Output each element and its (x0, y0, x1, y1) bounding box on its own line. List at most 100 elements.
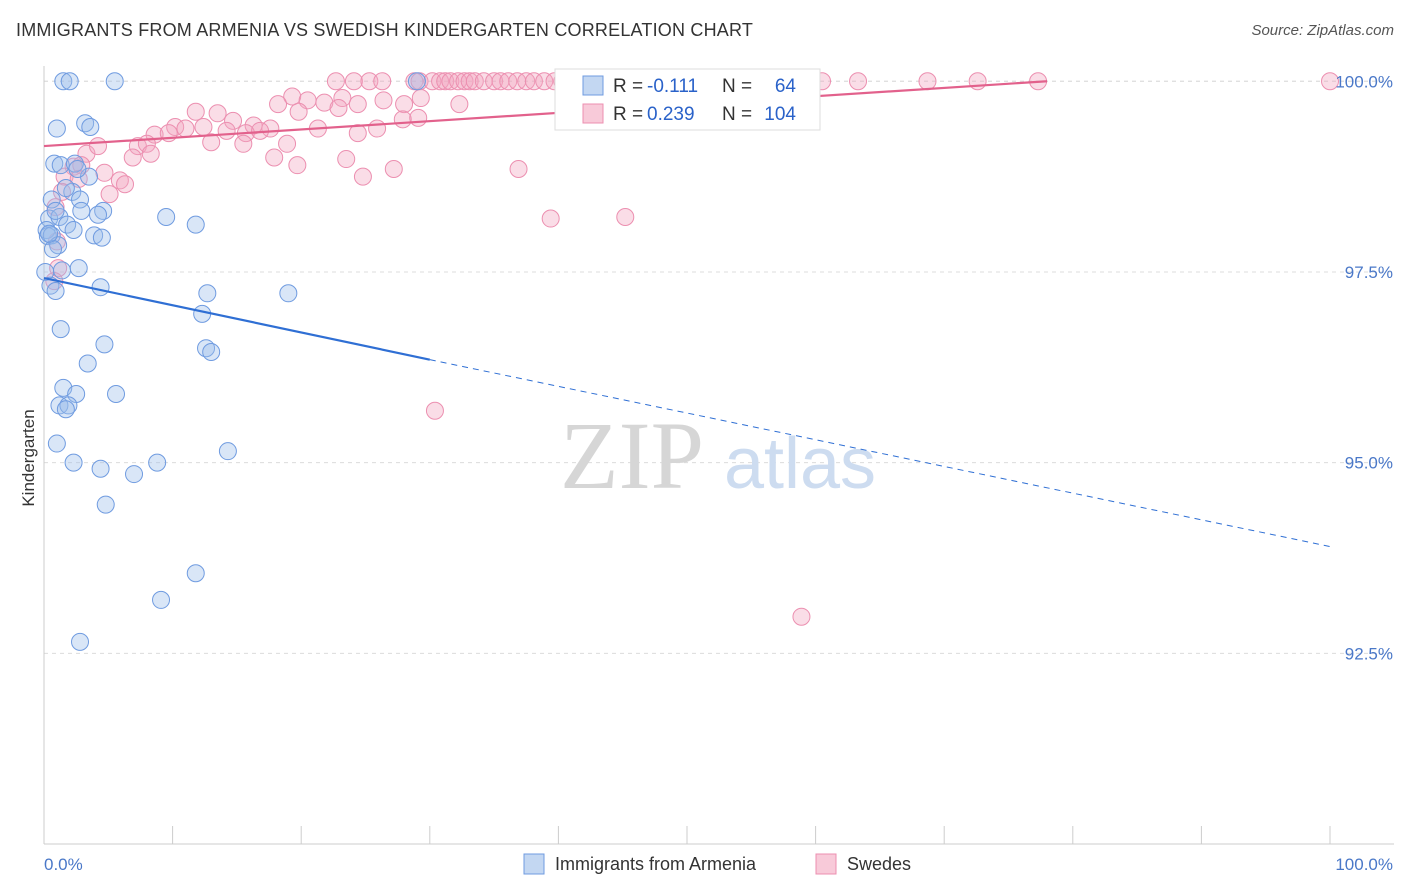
bottom-legend: Immigrants from Armenia Swedes (523, 853, 911, 875)
swedes-point (450, 95, 469, 114)
armenia-point (51, 320, 70, 339)
series-swedes (45, 72, 1339, 626)
swedes-point (395, 95, 414, 114)
legend-label-swedes: Swedes (847, 854, 911, 874)
stats-r-label-armenia: R = (613, 76, 643, 97)
x-tick-label: 0.0% (44, 855, 83, 874)
armenia-point (56, 400, 75, 419)
swedes-point (337, 150, 356, 169)
stats-n-value-armenia: 64 (775, 76, 797, 97)
armenia-point (91, 459, 110, 478)
armenia-point (89, 205, 108, 224)
armenia-point (54, 72, 73, 91)
swedes-point (89, 137, 108, 156)
armenia-point (56, 179, 75, 198)
armenia-point (65, 154, 84, 173)
swedes-point (269, 95, 288, 114)
swedes-point (344, 72, 363, 91)
swedes-point (374, 91, 393, 110)
armenia-trend-line (43, 276, 431, 361)
legend-swatch-swedes (815, 853, 837, 875)
armenia-point (64, 453, 83, 472)
stats-r-value-swedes: 0.239 (647, 104, 695, 125)
swedes-point (315, 93, 334, 112)
swedes-point (465, 72, 484, 91)
armenia-point (51, 156, 70, 175)
swedes-point (194, 118, 213, 137)
stats-swatch-armenia (582, 75, 604, 96)
swedes-point (353, 167, 372, 186)
stats-legend: R = -0.111 N = 64 R = 0.239 N = 104 (554, 68, 821, 131)
y-tick-label: 97.5% (1345, 263, 1393, 282)
swedes-point (234, 134, 253, 153)
swedes-point (485, 72, 504, 91)
swedes-point (360, 72, 379, 91)
armenia-point (95, 335, 114, 354)
x-tick-label: 100.0% (1335, 855, 1393, 874)
swedes-point (217, 121, 236, 140)
armenia-point (107, 384, 126, 403)
swedes-point (384, 159, 403, 178)
swedes-point (409, 108, 428, 127)
swedes-point (436, 72, 455, 91)
armenia-point (60, 72, 79, 91)
swedes-point (208, 104, 227, 123)
swedes-trend-line (43, 80, 1048, 148)
armenia-point (53, 261, 72, 280)
armenia-point (46, 201, 65, 220)
armenia-point (47, 119, 66, 138)
swedes-point (509, 159, 528, 178)
swedes-point (373, 72, 392, 91)
swedes-point (348, 95, 367, 114)
swedes-point (288, 156, 307, 175)
swedes-point (202, 133, 221, 152)
swedes-point (425, 401, 444, 420)
swedes-point (499, 72, 518, 91)
swedes-point (348, 124, 367, 143)
tick-labels: 100.0% 97.5% 95.0% 92.5% 0.0% 100.0% (44, 72, 1393, 874)
swedes-point (265, 148, 284, 167)
swedes-point (283, 87, 302, 106)
armenia-point (157, 208, 176, 227)
armenia-point (45, 154, 64, 173)
y-axis-label: Kindergarten (19, 409, 38, 506)
swedes-point (123, 148, 142, 167)
stats-r-value-armenia: -0.111 (647, 76, 698, 97)
grid-lines (44, 80, 1394, 654)
armenia-point (47, 434, 66, 453)
armenia-point (148, 453, 167, 472)
armenia-point (68, 159, 87, 178)
swedes-point (541, 209, 560, 228)
stats-r-label-swedes: R = (613, 104, 643, 125)
swedes-point (423, 72, 442, 91)
armenia-point (279, 284, 298, 303)
armenia-point (105, 72, 124, 91)
armenia-point (44, 240, 63, 259)
swedes-point (95, 163, 114, 182)
swedes-point (517, 72, 536, 91)
swedes-point (100, 185, 119, 204)
armenia-point (69, 259, 88, 278)
swedes-point (792, 607, 811, 626)
swedes-point (616, 208, 635, 227)
armenia-point (193, 304, 212, 323)
swedes-point (411, 89, 430, 108)
swedes-point (368, 119, 387, 138)
series-armenia (36, 72, 426, 651)
armenia-point (40, 224, 59, 243)
armenia-point (71, 190, 90, 209)
stats-n-value-swedes: 104 (764, 104, 796, 125)
swedes-point (329, 98, 348, 117)
swedes-point (849, 72, 868, 91)
legend-label-armenia: Immigrants from Armenia (555, 854, 757, 874)
watermark-zip: ZIP (560, 402, 704, 509)
armenia-point (71, 632, 90, 651)
armenia-point (42, 190, 61, 209)
armenia-point (46, 282, 65, 301)
trend-lines (43, 80, 1331, 548)
swedes-point (333, 89, 352, 108)
armenia-point (152, 590, 171, 609)
swedes-point (289, 102, 308, 121)
armenia-point (91, 278, 110, 297)
armenia-point (78, 354, 97, 373)
